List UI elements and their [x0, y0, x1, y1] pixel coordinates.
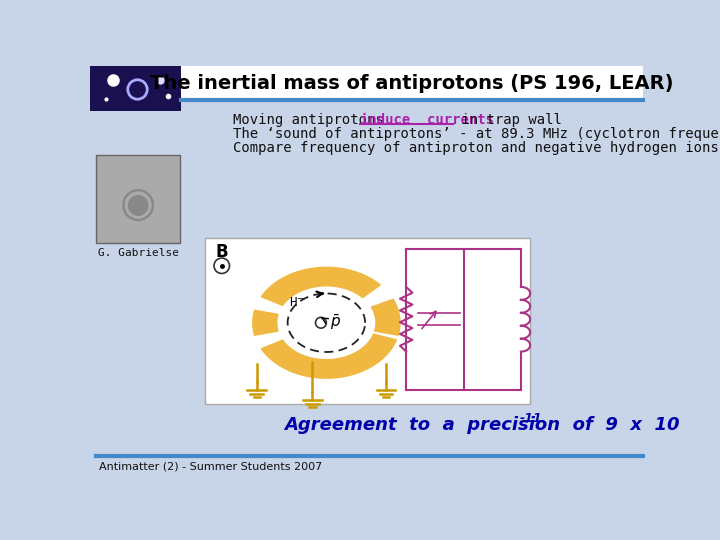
- Text: Agreement  to  a  precision  of  9  x  10: Agreement to a precision of 9 x 10: [284, 416, 679, 434]
- Bar: [96, 155, 180, 244]
- Bar: [181, 65, 642, 99]
- Text: H$^{-}$: H$^{-}$: [289, 296, 305, 309]
- Bar: [204, 238, 530, 403]
- Text: Compare frequency of antiproton and negative hydrogen ions: Compare frequency of antiproton and nega…: [233, 141, 719, 155]
- Text: The ‘sound of antiprotons’ - at 89.3 MHz (cyclotron frequency): The ‘sound of antiprotons’ - at 89.3 MHz…: [233, 127, 720, 141]
- Text: -11: -11: [519, 413, 542, 426]
- Text: induce  currents: induce currents: [360, 113, 494, 127]
- Circle shape: [315, 318, 326, 328]
- Polygon shape: [372, 299, 400, 335]
- Text: Antimatter (2) - Summer Students 2007: Antimatter (2) - Summer Students 2007: [99, 462, 323, 472]
- Text: G. Gabrielse: G. Gabrielse: [97, 248, 179, 259]
- Polygon shape: [253, 310, 278, 335]
- Text: ◉: ◉: [120, 183, 156, 225]
- Polygon shape: [261, 334, 397, 378]
- Text: The inertial mass of antiprotons (PS 196, LEAR): The inertial mass of antiprotons (PS 196…: [150, 74, 673, 93]
- Polygon shape: [261, 267, 380, 306]
- Circle shape: [214, 258, 230, 273]
- Text: in trap wall: in trap wall: [453, 113, 562, 127]
- Text: $\bar{p}$: $\bar{p}$: [330, 313, 341, 332]
- Bar: [90, 65, 181, 111]
- Text: B: B: [215, 243, 228, 261]
- Text: Moving antiprotons: Moving antiprotons: [233, 113, 392, 127]
